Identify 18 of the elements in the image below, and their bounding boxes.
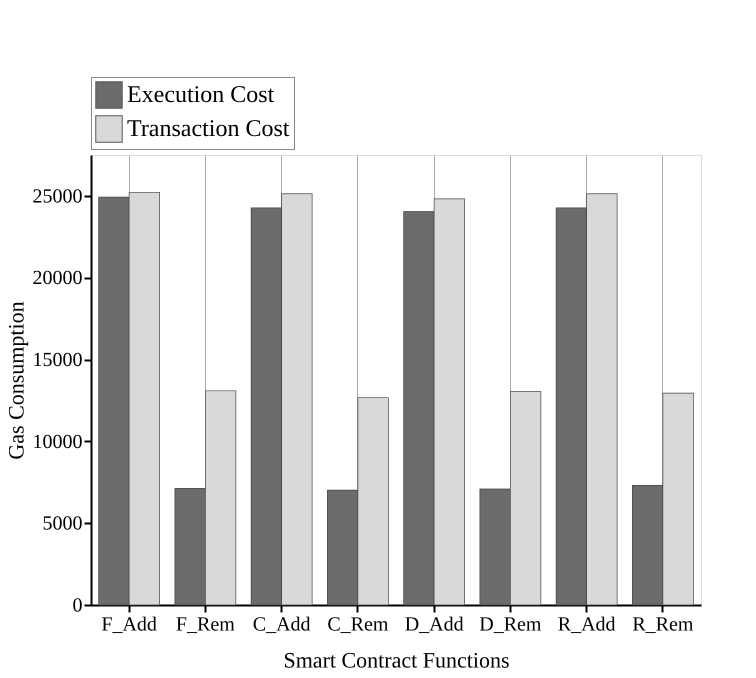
y-tick-label: 20000 [32,267,82,290]
y-tick-label: 15000 [32,349,82,372]
x-tick-label: D_Rem [479,614,542,636]
y-axis-title: Gas Consumption [4,301,28,460]
x-tick-label: R_Add [558,614,616,636]
y-tick-label: 25000 [32,185,82,208]
x-tick-label: C_Add [252,614,311,636]
x-tick-label: F_Rem [176,614,236,636]
y-tick-label: 0 [72,594,82,616]
legend-label: Execution Cost [127,82,275,108]
x-axis-title: Smart Contract Functions [283,648,510,672]
x-tick-label: F_Add [101,614,157,636]
x-tick-label: R_Rem [632,614,694,636]
y-tick-label: 10000 [32,430,82,453]
legend-label: Transaction Cost [127,116,290,142]
x-tick-label: D_Add [404,614,464,636]
x-tick-label: C_Rem [327,614,389,636]
y-tick-label: 5000 [42,512,82,535]
